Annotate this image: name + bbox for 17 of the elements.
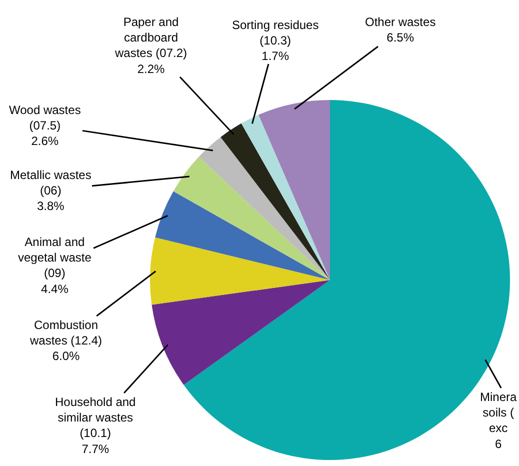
pie-slice xyxy=(241,114,330,280)
pie-slice xyxy=(258,100,330,280)
slice-label: Other wastes 6.5% xyxy=(365,15,436,45)
slice-label: Minera soils ( exc 6 xyxy=(480,390,518,451)
pie-slice xyxy=(198,137,330,280)
pie-slice xyxy=(155,191,330,280)
slice-label: Household and similar wastes (10.1) 7.7% xyxy=(55,395,136,456)
pie-slice xyxy=(150,237,330,305)
pie-slice xyxy=(152,280,330,385)
slice-label: Wood wastes (07.5) 2.6% xyxy=(9,103,81,148)
slice-label: Paper and cardboard wastes (07.2) 2.2% xyxy=(114,15,188,76)
pie-slice xyxy=(173,156,330,280)
pie-slice xyxy=(220,123,330,280)
slice-label: Sorting residues (10.3) 1.7% xyxy=(232,18,319,64)
slice-label: Metallic wastes (06) 3.8% xyxy=(10,168,92,214)
slice-label: Animal and vegetal waste (09) 4.4% xyxy=(18,235,92,296)
slice-label: Combustion wastes (12.4) 6.0% xyxy=(29,318,102,364)
